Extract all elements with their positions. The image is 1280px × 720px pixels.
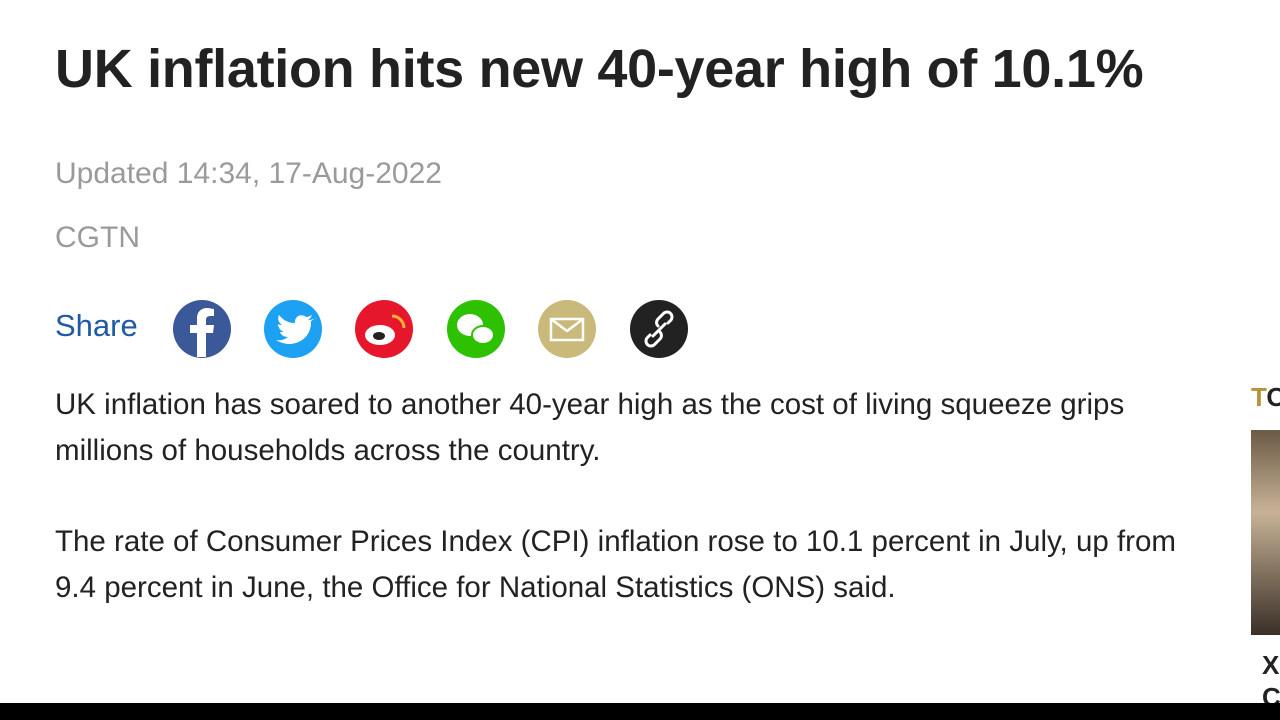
twitter-button[interactable] <box>264 300 322 358</box>
wechat-button[interactable] <box>447 300 505 358</box>
email-button[interactable] <box>538 300 596 358</box>
share-icons <box>173 300 688 358</box>
facebook-button[interactable] <box>173 300 231 358</box>
paragraph: UK inflation has soared to another 40-ye… <box>55 388 1125 467</box>
updated-time: Updated 14:34, 17-Aug-2022 <box>55 157 442 190</box>
sidebar-image[interactable] <box>1251 430 1280 635</box>
sidebar-text[interactable]: X <box>1262 650 1280 680</box>
paragraph: The rate of Consumer Prices Index (CPI) … <box>55 525 1176 604</box>
sidebar-heading: TO <box>1251 382 1280 412</box>
headline: UK inflation hits new 40-year high of 10… <box>55 39 1144 99</box>
bottom-bar <box>0 703 1280 720</box>
weibo-button[interactable] <box>355 300 413 358</box>
source: CGTN <box>55 221 140 254</box>
copy-link-button[interactable] <box>630 300 688 358</box>
share-label: Share <box>55 308 138 343</box>
